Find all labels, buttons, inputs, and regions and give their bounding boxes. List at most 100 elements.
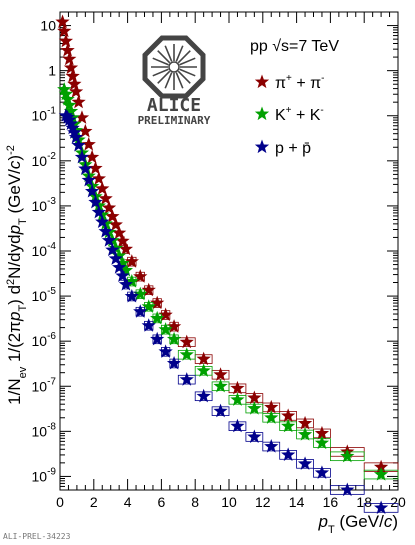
data-point [81, 172, 96, 187]
y-tick-label: 10-4 [32, 241, 57, 259]
logo-spoke [164, 72, 173, 89]
data-point [158, 307, 173, 322]
data-point [118, 262, 134, 277]
data-point [247, 390, 262, 405]
x-axis-title-end: ) [392, 512, 398, 531]
legend-marker [254, 74, 270, 89]
data-point [81, 137, 96, 151]
data-point [55, 14, 70, 29]
x-tick-label: 10 [221, 494, 237, 510]
data-point [108, 217, 123, 231]
data-point [65, 68, 80, 83]
y-axis-title: 1/Nev 1/(2πpT) d2N/dydpT (GeV/c)-2 [5, 145, 29, 405]
data-point [57, 82, 72, 96]
x-tick-label: 20 [390, 494, 406, 510]
logo-spoke [152, 68, 169, 77]
data-point [105, 209, 120, 223]
data-point [91, 204, 106, 219]
data-point [60, 109, 75, 124]
data-point [65, 120, 80, 135]
logo-spoke [175, 72, 184, 89]
data-point [158, 344, 173, 358]
data-point [340, 482, 355, 497]
data-point [247, 429, 262, 444]
data-point [65, 110, 80, 124]
x-tick-label: 8 [191, 494, 199, 510]
data-point [71, 137, 86, 152]
logo-spoke [164, 45, 173, 62]
legend-label-kaon: K+ + K- [275, 105, 324, 124]
x-tick-label: 6 [158, 494, 166, 510]
data-point [115, 255, 130, 270]
x-axis-title-unit: (GeV/ [335, 512, 384, 531]
data-point [88, 160, 103, 175]
data-point [230, 380, 245, 395]
data-point [118, 277, 134, 291]
data-point [314, 435, 330, 450]
data-point [179, 334, 194, 349]
x-axis-title-c: c [384, 512, 393, 531]
data-point [196, 351, 211, 366]
y-tick-label: 10-6 [32, 331, 57, 349]
data-point [88, 194, 103, 209]
data-point [297, 456, 313, 470]
data-point [108, 240, 123, 255]
y-tick-label: 1 [48, 63, 56, 79]
data-point [150, 331, 165, 346]
data-point [112, 248, 127, 262]
logo-spoke [179, 68, 196, 77]
data-point [98, 216, 113, 230]
alice-logo-name: ALICE [147, 95, 201, 116]
series-2 [58, 108, 399, 515]
data-point [98, 191, 113, 205]
x-tick-label: 16 [323, 494, 339, 510]
data-point [62, 112, 77, 127]
data-point [68, 129, 84, 144]
logo-spoke [157, 70, 171, 84]
data-point [101, 200, 117, 215]
data-point [63, 60, 79, 74]
logo-spoke [177, 50, 191, 64]
data-point [264, 439, 279, 453]
data-point [112, 260, 127, 274]
data-point [158, 322, 173, 336]
data-point [133, 304, 148, 318]
y-tick-label: 10-7 [32, 376, 57, 394]
data-point [166, 355, 182, 370]
preliminary-id-footnote: ALI-PREL-34223 [3, 532, 71, 541]
x-axis-title-sub: T [328, 524, 335, 536]
series-1 [57, 82, 399, 481]
x-axis-title-p: p [318, 512, 328, 531]
logo-spoke [177, 70, 191, 84]
y-tick-label: 10-2 [32, 151, 57, 169]
alice-logo [142, 35, 206, 99]
energy-label: pp √s=7 TeV [250, 38, 339, 55]
x-tick-label: 14 [289, 494, 305, 510]
data-point [281, 447, 296, 461]
data-point [141, 318, 156, 332]
data-point [133, 269, 148, 283]
data-point [230, 392, 245, 406]
x-axis: 0 2 4 6 8 10 12 14 16 18 20 [56, 12, 406, 510]
data-point [74, 149, 90, 164]
data-point [58, 86, 74, 101]
x-tick-label: 12 [255, 494, 271, 510]
legend-marker [254, 106, 270, 121]
data-point [196, 388, 211, 403]
logo-spoke [179, 57, 196, 66]
data-point [84, 149, 100, 164]
data-point [213, 367, 228, 381]
logo-spoke [175, 45, 184, 62]
data-point [150, 310, 165, 325]
data-point [62, 51, 77, 66]
data-point [67, 125, 82, 139]
data-point [179, 372, 194, 386]
x-tick-label: 0 [56, 494, 64, 510]
data-point [141, 299, 156, 313]
data-point [314, 465, 330, 479]
data-point [108, 251, 123, 265]
data-point [71, 94, 86, 109]
data-point [57, 23, 72, 38]
data-point [95, 207, 110, 222]
data-point [230, 418, 245, 433]
